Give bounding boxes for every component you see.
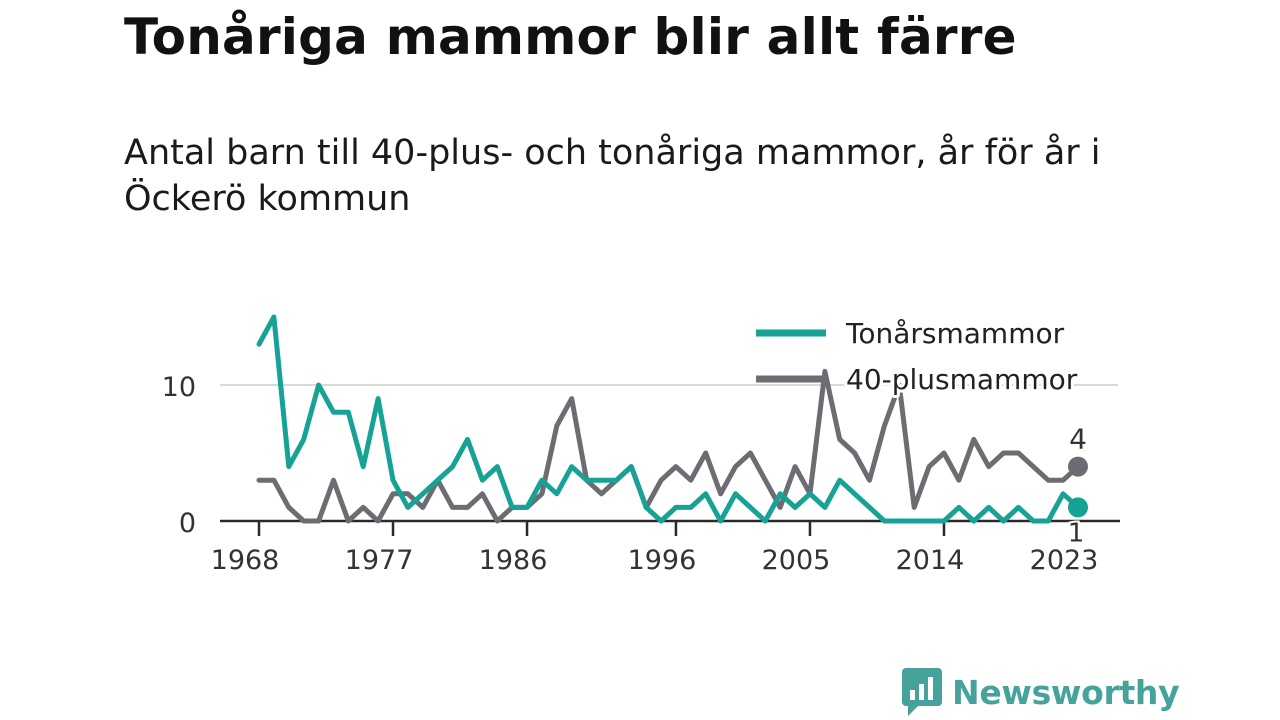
legend: Tonårsmammor 40-plusmammor bbox=[756, 314, 1081, 399]
legend-label: 40-plusmammor bbox=[846, 363, 1078, 396]
x-tick-label: 2014 bbox=[896, 545, 965, 576]
end-marker bbox=[1068, 456, 1088, 477]
x-tick-label: 2005 bbox=[762, 545, 831, 576]
y-tick-label: 0 bbox=[179, 508, 196, 539]
series-line-tonårsmammor bbox=[256, 314, 1081, 524]
legend-label: Tonårsmammor bbox=[845, 317, 1065, 350]
y-tick-label: 10 bbox=[162, 372, 196, 403]
series-line-40-plusmammor bbox=[256, 368, 1081, 524]
end-label: 1 bbox=[1068, 518, 1085, 548]
x-tick-label: 1977 bbox=[345, 545, 414, 576]
end-label-layer: 41 bbox=[1066, 423, 1088, 550]
x-tick-label: 2023 bbox=[1030, 545, 1099, 576]
brand-name: Newsworthy bbox=[952, 672, 1180, 712]
brand: Newsworthy bbox=[902, 668, 1180, 716]
x-tick-label: 1968 bbox=[211, 545, 280, 576]
chart-subtitle: Antal barn till 40-plus- och tonåriga ma… bbox=[124, 133, 1101, 219]
newsworthy-logo-icon bbox=[902, 668, 942, 716]
x-tick-label: 1996 bbox=[628, 545, 697, 576]
chart-title: Tonåriga mammor blir allt färre bbox=[124, 8, 1017, 66]
end-marker bbox=[1068, 497, 1088, 518]
series-layer bbox=[256, 314, 1081, 524]
axis-layer: 0 10 1968 1977 1986 1996 2005 2014 2023 bbox=[162, 372, 1120, 576]
end-label: 4 bbox=[1069, 423, 1087, 456]
x-tick-label: 1986 bbox=[479, 545, 548, 576]
